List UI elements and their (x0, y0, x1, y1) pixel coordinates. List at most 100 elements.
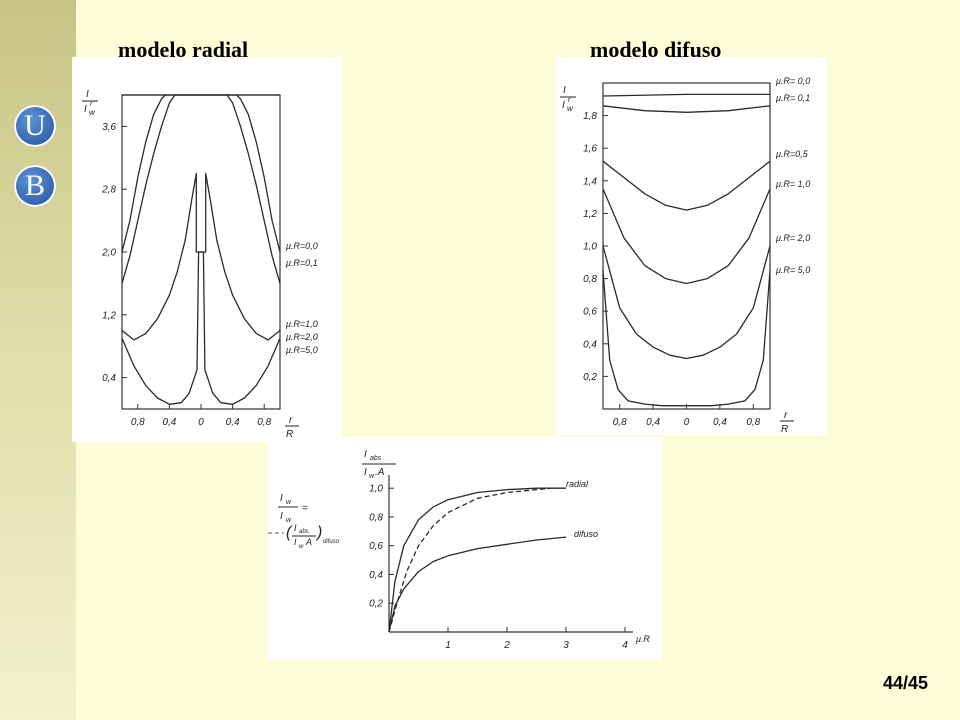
x-tick-label: 0,4 (226, 417, 240, 428)
svg-text:w: w (286, 499, 292, 506)
series-legend-label: μ.R= 1,0 (775, 179, 810, 189)
y-tick-label: 0,4 (102, 373, 116, 384)
y-tick-label: 1,2 (583, 209, 597, 220)
y-tick-label: 0,8 (369, 512, 383, 523)
y-tick-label: 0,2 (583, 372, 597, 383)
y-tick-label: 2,0 (101, 248, 116, 259)
series-legend-label: μ.R=0,0 (285, 241, 318, 251)
series-line (602, 160, 771, 211)
series-legend-label: μ.R=5,0 (285, 345, 318, 355)
side-note-formula: I w I w = ( I abs I w A ) difuso (268, 493, 340, 550)
svg-text:I: I (364, 467, 367, 478)
absorption-chart-scan: I abs I w .A I w I w = ( I abs I w A ) d… (268, 437, 662, 660)
svg-text:I: I (280, 493, 283, 504)
series-line (602, 245, 771, 360)
x-tick-label: 0 (198, 417, 204, 428)
series-line (602, 270, 771, 407)
y-tick-label: 2,8 (101, 185, 116, 196)
x-tick-label: 0,8 (131, 417, 145, 428)
page-number: 44/45 (882, 673, 928, 693)
svg-text:abs: abs (299, 529, 309, 535)
y-tick-label: 1,0 (369, 484, 383, 495)
x-tick-label: 0,4 (162, 417, 176, 428)
svg-text:I: I (294, 537, 297, 547)
plot-frame (602, 82, 771, 410)
series-line (602, 188, 771, 285)
svg-text:w: w (369, 473, 375, 480)
svg-text:R: R (781, 424, 788, 435)
y-tick-label: 0,8 (583, 274, 597, 285)
svg-text:abs: abs (370, 455, 382, 462)
series-legend-label: μ.R= 0,0 (775, 76, 810, 86)
logo-letter-b: B (14, 165, 56, 207)
series-line (388, 487, 566, 633)
y-tick-label: 0,4 (369, 570, 383, 581)
series-line (121, 172, 281, 341)
x-tick-label: 0,8 (257, 417, 271, 428)
x-axis-label: r R (780, 410, 794, 435)
x-tick-label: 3 (563, 640, 569, 651)
series-legend-label: μ.R=0,1 (285, 258, 318, 268)
y-tick-label: 3,6 (102, 122, 116, 133)
series-line (602, 105, 771, 113)
series-legend-label: μ.R=1,0 (285, 319, 318, 329)
x-tick-label: 0 (684, 417, 690, 428)
svg-text:A: A (305, 537, 312, 547)
svg-text:I: I (86, 89, 89, 100)
svg-text:r: r (568, 97, 571, 104)
series-line (388, 487, 552, 633)
series-line (121, 94, 281, 284)
svg-text:r: r (90, 101, 93, 108)
y-tick-label: 0,6 (583, 307, 597, 318)
svg-text:w: w (299, 544, 304, 550)
svg-text:I: I (563, 85, 566, 96)
svg-text:r: r (289, 415, 293, 426)
y-tick-label: 0,6 (369, 541, 383, 552)
svg-text:μ.R: μ.R (635, 634, 650, 644)
svg-text:I: I (280, 511, 283, 522)
y-axis-label: I I w r (560, 85, 576, 113)
svg-text:=: = (302, 503, 308, 514)
svg-text:I: I (294, 523, 297, 533)
radial-chart-scan: I I w r r R 0,4 1,2 2,0 2,8 3,6 0,8 0,4 0 0,4 0,8… (72, 57, 342, 442)
series-line (602, 93, 770, 97)
series-legend-label: μ.R= 0,1 (775, 93, 810, 103)
diffuse-model-chart: I I w r r R 0,2 0,4 0,6 0,8 1,0 1,2 1,4 1,6 1,8 0… (560, 76, 810, 435)
x-tick-label: 2 (503, 640, 510, 651)
svg-text:w: w (567, 104, 574, 113)
x-tick-label: 0,4 (713, 417, 727, 428)
y-tick-label: 1,4 (583, 176, 597, 187)
y-tick-label: 0,2 (369, 599, 383, 610)
y-tick-label: 0,4 (583, 339, 597, 350)
svg-text:w: w (286, 517, 292, 524)
series-line (121, 251, 281, 405)
svg-text:w: w (89, 108, 96, 117)
series-legend-label: difuso (574, 529, 598, 539)
x-tick-label: 1 (445, 640, 451, 651)
y-tick-label: 1,8 (583, 111, 597, 122)
series-legend-label: μ.R=0,5 (775, 149, 809, 159)
x-tick-label: 0,4 (646, 417, 660, 428)
series-legend-label: radial (566, 479, 589, 489)
series-legend-label: μ.R= 5,0 (775, 265, 810, 275)
svg-text:I: I (364, 449, 367, 460)
series-line (388, 536, 567, 633)
y-axis-label: I abs I w .A (362, 449, 396, 480)
svg-text:I: I (84, 104, 87, 115)
y-tick-label: 1,2 (102, 310, 116, 321)
svg-text:difuso: difuso (323, 539, 340, 545)
x-tick-label: 0,8 (746, 417, 760, 428)
y-tick-label: 1,0 (583, 242, 597, 253)
absorption-chart: I abs I w .A I w I w = ( I abs I w A ) d… (268, 449, 650, 651)
y-axis-label: I I w r (82, 89, 98, 117)
svg-text:r: r (784, 410, 788, 421)
svg-text:R: R (286, 429, 293, 440)
svg-text:.A: .A (375, 467, 385, 478)
svg-text:I: I (562, 100, 565, 111)
x-axis-label: r R (285, 415, 299, 440)
y-tick-label: 1,6 (583, 144, 597, 155)
x-axis-label: μ.R (635, 634, 650, 644)
svg-text:): ) (315, 524, 322, 541)
diffuse-chart-scan: I I w r r R 0,2 0,4 0,6 0,8 1,0 1,2 1,4 1,6 1,8 0… (556, 57, 827, 435)
svg-text:(: ( (286, 524, 293, 541)
